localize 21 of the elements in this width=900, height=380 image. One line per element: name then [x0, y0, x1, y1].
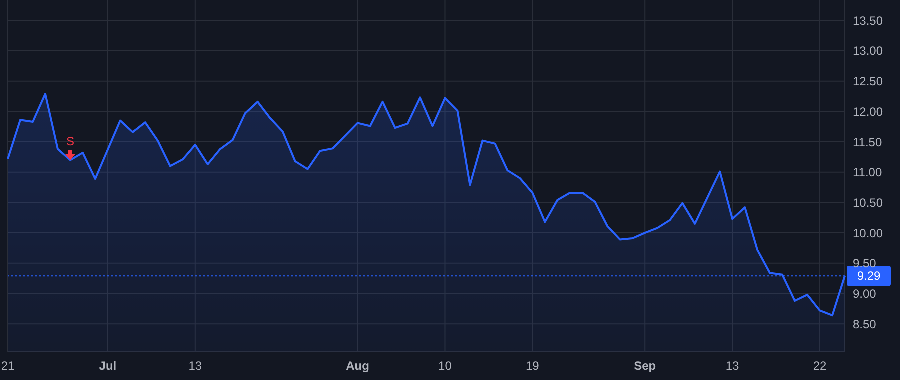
y-tick-label: 8.50: [853, 317, 877, 332]
y-tick-label: 11.00: [853, 166, 882, 180]
x-tick-label: 13: [726, 359, 740, 373]
y-tick-label: 13.50: [853, 14, 884, 28]
x-tick-label: 21: [1, 359, 15, 373]
x-tick-label: 10: [438, 359, 452, 373]
x-tick-label: Sep: [634, 359, 656, 373]
y-tick-label: 10.50: [853, 196, 884, 210]
y-tick-label: 9.00: [853, 287, 877, 301]
ref-line-label: 9.29: [857, 269, 881, 284]
y-tick-label: 12.50: [853, 74, 884, 89]
y-tick-label: 12.00: [853, 104, 884, 119]
x-tick-label: 13: [188, 359, 202, 373]
x-tick-label: Aug: [346, 359, 370, 373]
x-tick-label: 19: [526, 359, 540, 373]
y-tick-label: 10.00: [853, 226, 884, 240]
annotation: S: [66, 134, 74, 148]
y-tick-label: 13.00: [853, 44, 884, 58]
x-tick-label: 22: [813, 359, 828, 373]
y-tick-label: 11.50: [853, 135, 882, 150]
x-tick-label: Jul: [99, 359, 117, 373]
